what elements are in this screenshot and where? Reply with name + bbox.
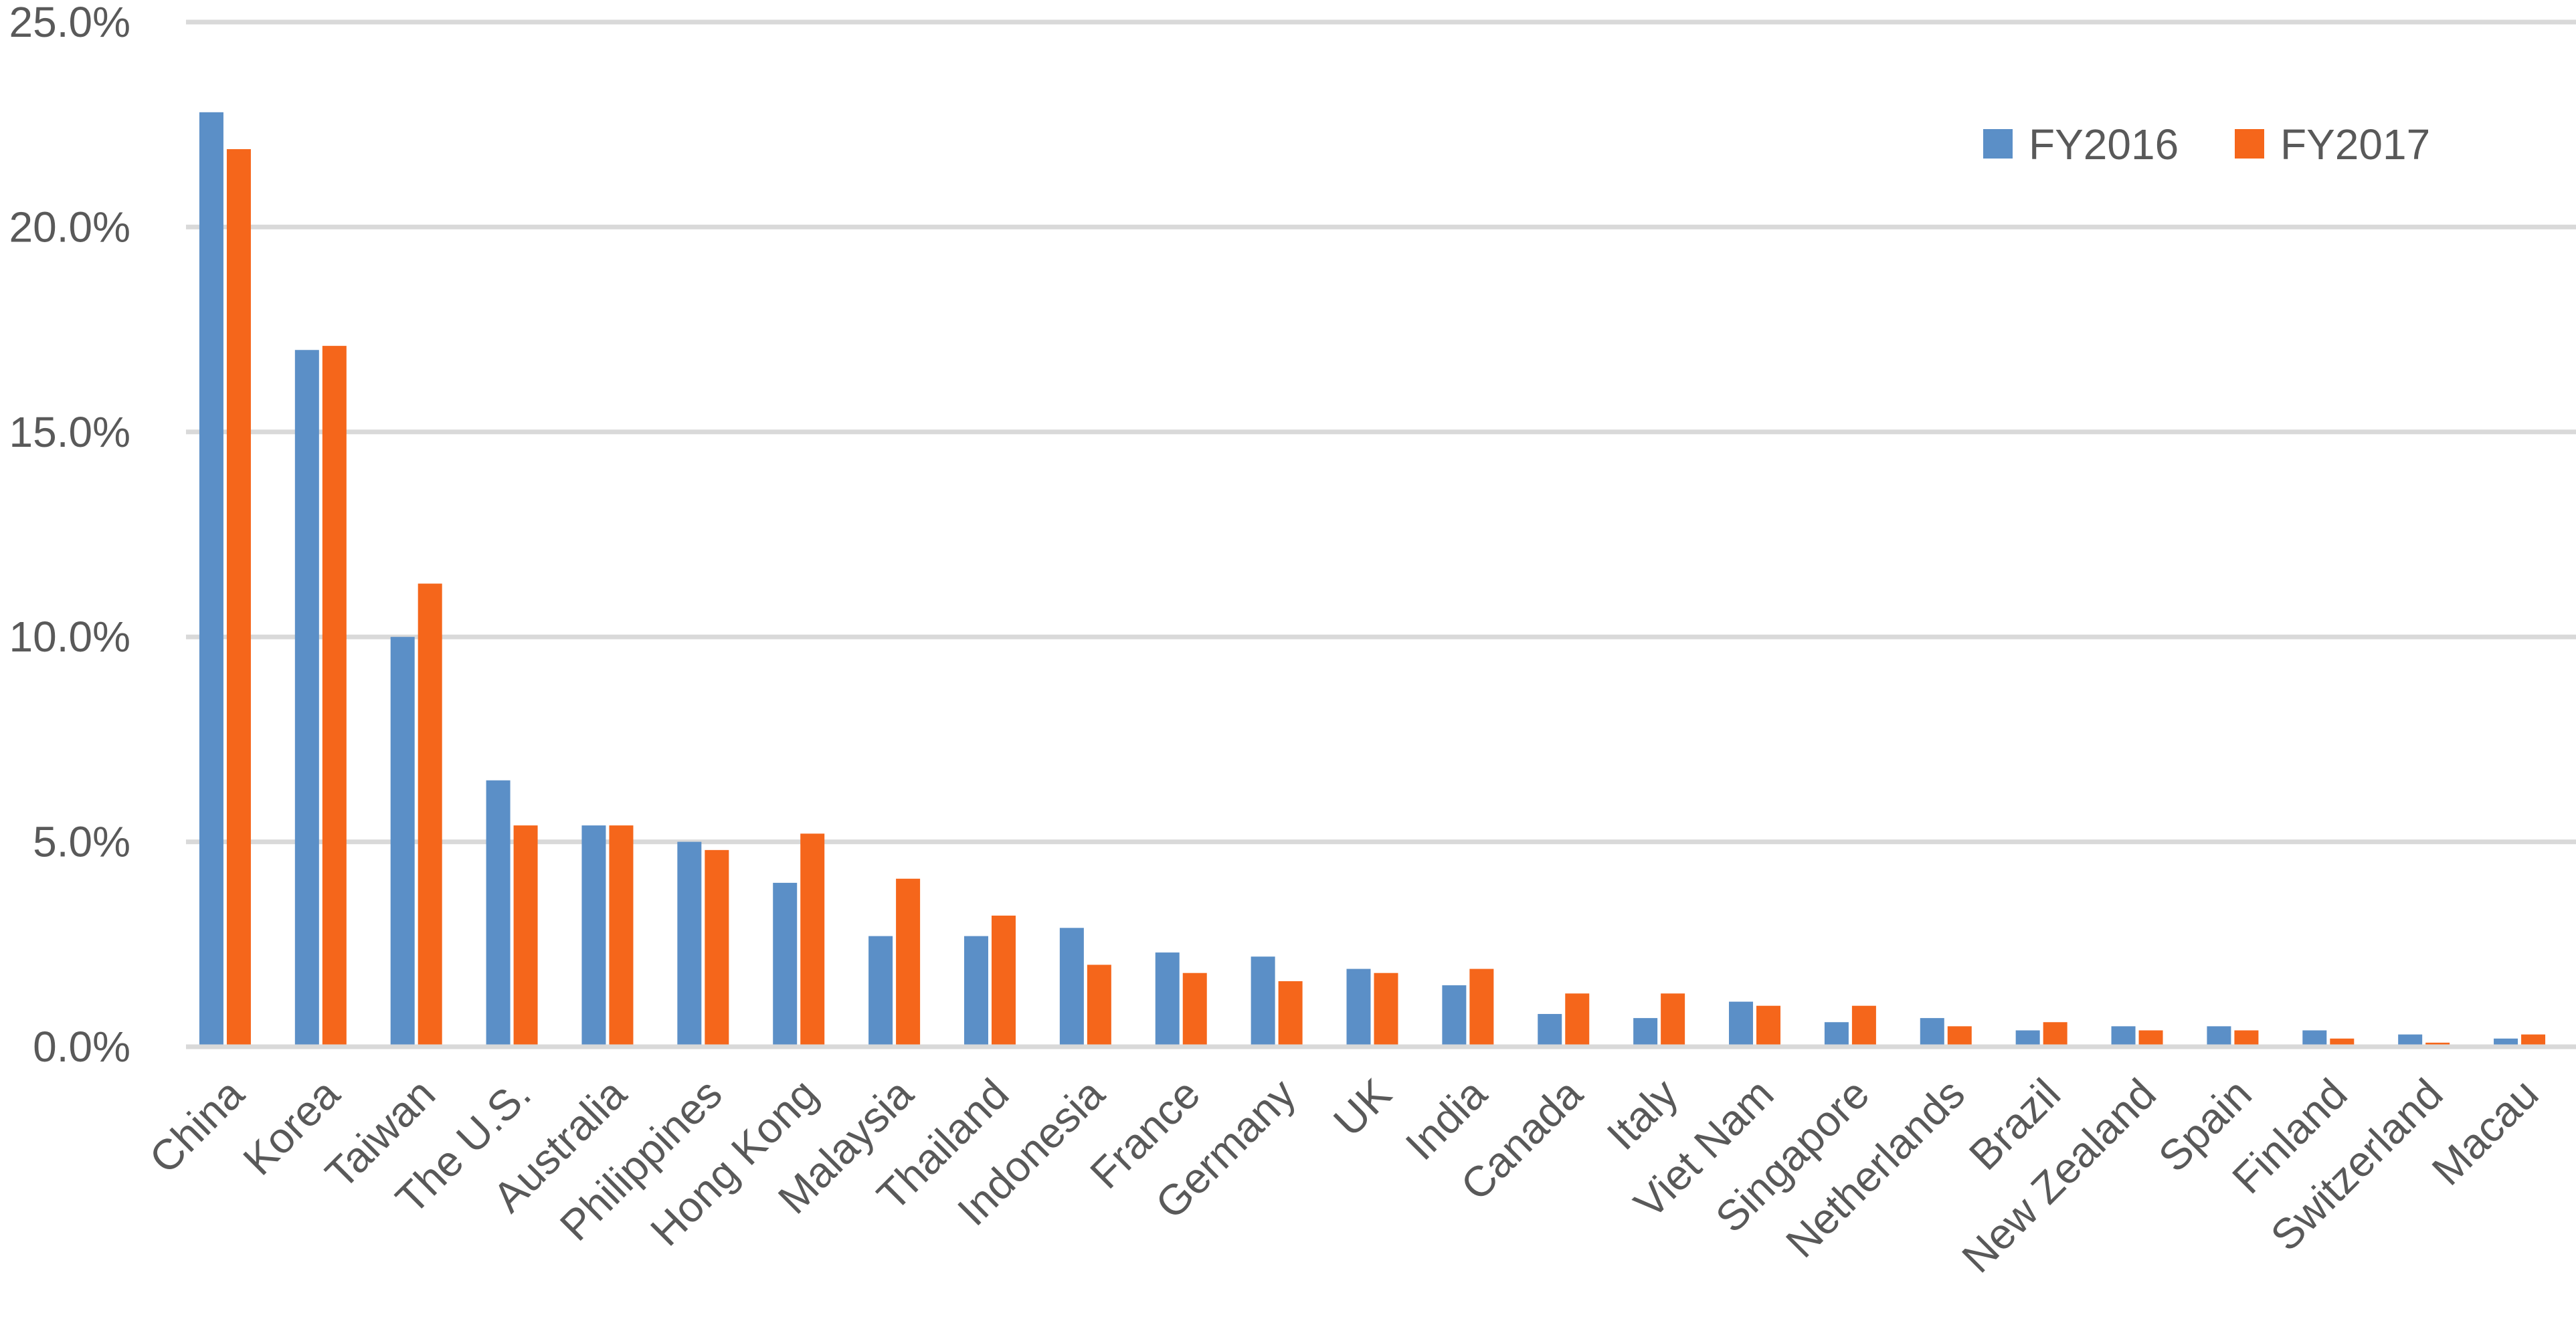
bar-fy2016 [581, 825, 606, 1047]
bar-fy2016 [486, 780, 511, 1047]
bar-fy2016 [1251, 956, 1275, 1047]
bar-fy2017 [418, 583, 442, 1047]
bar-fy2016 [2015, 1030, 2040, 1047]
bar-fy2016 [1538, 1013, 1562, 1047]
x-tick-label: Macau [2423, 1070, 2548, 1195]
bar-fy2017 [1469, 969, 1494, 1047]
bar-fy2017 [1756, 1005, 1781, 1047]
y-tick-label: 25.0% [9, 0, 130, 46]
bar-fy2016 [2111, 1026, 2136, 1047]
gridlines [186, 19, 2576, 845]
bar-fy2016 [1920, 1018, 1944, 1047]
bar-fy2016 [677, 841, 702, 1047]
bar-fy2016 [868, 936, 893, 1047]
bar-fy2016 [1155, 952, 1180, 1047]
bar-fy2017 [2138, 1030, 2163, 1047]
bar-fy2017 [2521, 1034, 2546, 1047]
legend: FY2016 FY2017 [1983, 120, 2430, 169]
bar-fy2017 [1565, 993, 1590, 1047]
legend-item-fy2016: FY2016 [1983, 120, 2179, 169]
y-tick-label: 5.0% [33, 818, 130, 866]
x-tick-label: UK [1324, 1070, 1400, 1146]
bar-fy2017 [705, 849, 729, 1047]
bar-fy2017 [1947, 1026, 1972, 1047]
bar-fy2017 [513, 825, 538, 1047]
bar-fy2016 [294, 350, 319, 1047]
bar-fy2016 [2207, 1026, 2231, 1047]
bar-fy2017 [1661, 993, 1685, 1047]
bar-fy2017 [991, 915, 1016, 1047]
bar-fy2016 [1059, 928, 1084, 1047]
y-tick-label: 15.0% [9, 408, 130, 456]
bar-fy2016 [1729, 1001, 1754, 1047]
bar-fy2016 [1346, 969, 1371, 1047]
bar-fy2017 [1851, 1005, 1876, 1047]
legend-label: FY2016 [2029, 120, 2179, 169]
y-tick-label: 10.0% [9, 613, 130, 661]
bar-fy2017 [322, 346, 347, 1047]
legend-item-fy2017: FY2017 [2235, 120, 2430, 169]
bar-fy2016 [2302, 1030, 2327, 1047]
bar-fy2017 [226, 148, 251, 1047]
bar-fy2016 [1633, 1018, 1658, 1047]
bar-fy2017 [609, 825, 634, 1047]
bar-fy2017 [1182, 973, 1207, 1047]
bar-fy2016 [199, 112, 223, 1047]
bar-fy2017 [800, 833, 825, 1047]
bar-fy2017 [2043, 1022, 2067, 1047]
bar-fy2016 [773, 882, 798, 1047]
bar-fy2016 [963, 936, 988, 1047]
y-tick-label: 0.0% [33, 1023, 130, 1071]
bar-fy2017 [1087, 964, 1111, 1047]
bars [199, 112, 2546, 1047]
bar-fy2016 [2398, 1034, 2423, 1047]
bar-fy2017 [2234, 1030, 2259, 1047]
bar-fy2016 [1442, 985, 1467, 1047]
y-axis-tick-labels: 0.0% 5.0% 10.0% 15.0% 20.0% 25.0% [9, 0, 130, 1071]
x-tick-label: China [140, 1070, 253, 1183]
bar-fy2017 [896, 878, 921, 1047]
legend-swatch [2235, 129, 2264, 159]
bar-fy2017 [1374, 973, 1398, 1047]
bar-fy2016 [390, 637, 415, 1047]
bar-fy2017 [1278, 981, 1303, 1047]
legend-label: FY2017 [2280, 120, 2430, 169]
legend-swatch [1983, 129, 2013, 159]
y-tick-label: 20.0% [9, 203, 130, 251]
bar-fy2016 [1824, 1022, 1849, 1047]
